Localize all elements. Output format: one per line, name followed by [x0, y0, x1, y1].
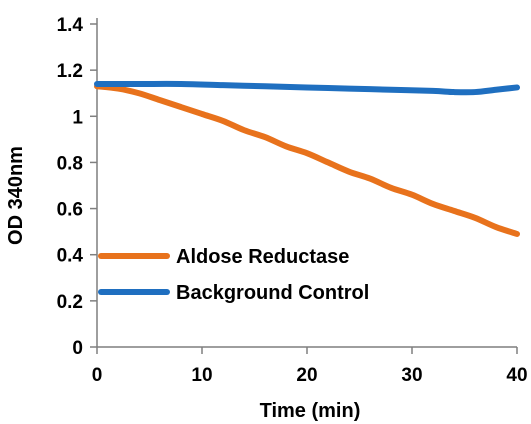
legend-label-background-control: Background Control [176, 282, 369, 304]
legend: Aldose Reductase Background Control [98, 246, 369, 304]
x-tick-label: 0 [92, 365, 103, 386]
x-axis-title: Time (min) [260, 400, 361, 422]
ticks: 0 0.2 0.4 0.6 0.8 1 1.2 1.4 0 10 20 30 40 [57, 15, 528, 386]
series-lines [94, 80, 520, 237]
y-axis-title: OD 340nm [5, 146, 27, 245]
x-tick-label: 10 [191, 365, 212, 386]
y-tick-label: 1.4 [57, 15, 84, 36]
series-line-background-control [94, 80, 520, 96]
y-tick-label: 1.2 [57, 61, 83, 82]
y-tick-label: 1 [72, 107, 83, 128]
y-tick-label: 0.6 [57, 200, 83, 221]
x-tick-label: 20 [296, 365, 317, 386]
series-line-aldose-reductase [94, 83, 520, 237]
y-tick-label: 0.2 [57, 292, 83, 313]
legend-label-aldose-reductase: Aldose Reductase [176, 246, 349, 268]
y-tick-label: 0 [72, 338, 83, 359]
x-tick-label: 40 [506, 365, 527, 386]
x-tick-label: 30 [401, 365, 422, 386]
y-tick-label: 0.8 [57, 153, 83, 174]
y-tick-label: 0.4 [57, 246, 84, 267]
